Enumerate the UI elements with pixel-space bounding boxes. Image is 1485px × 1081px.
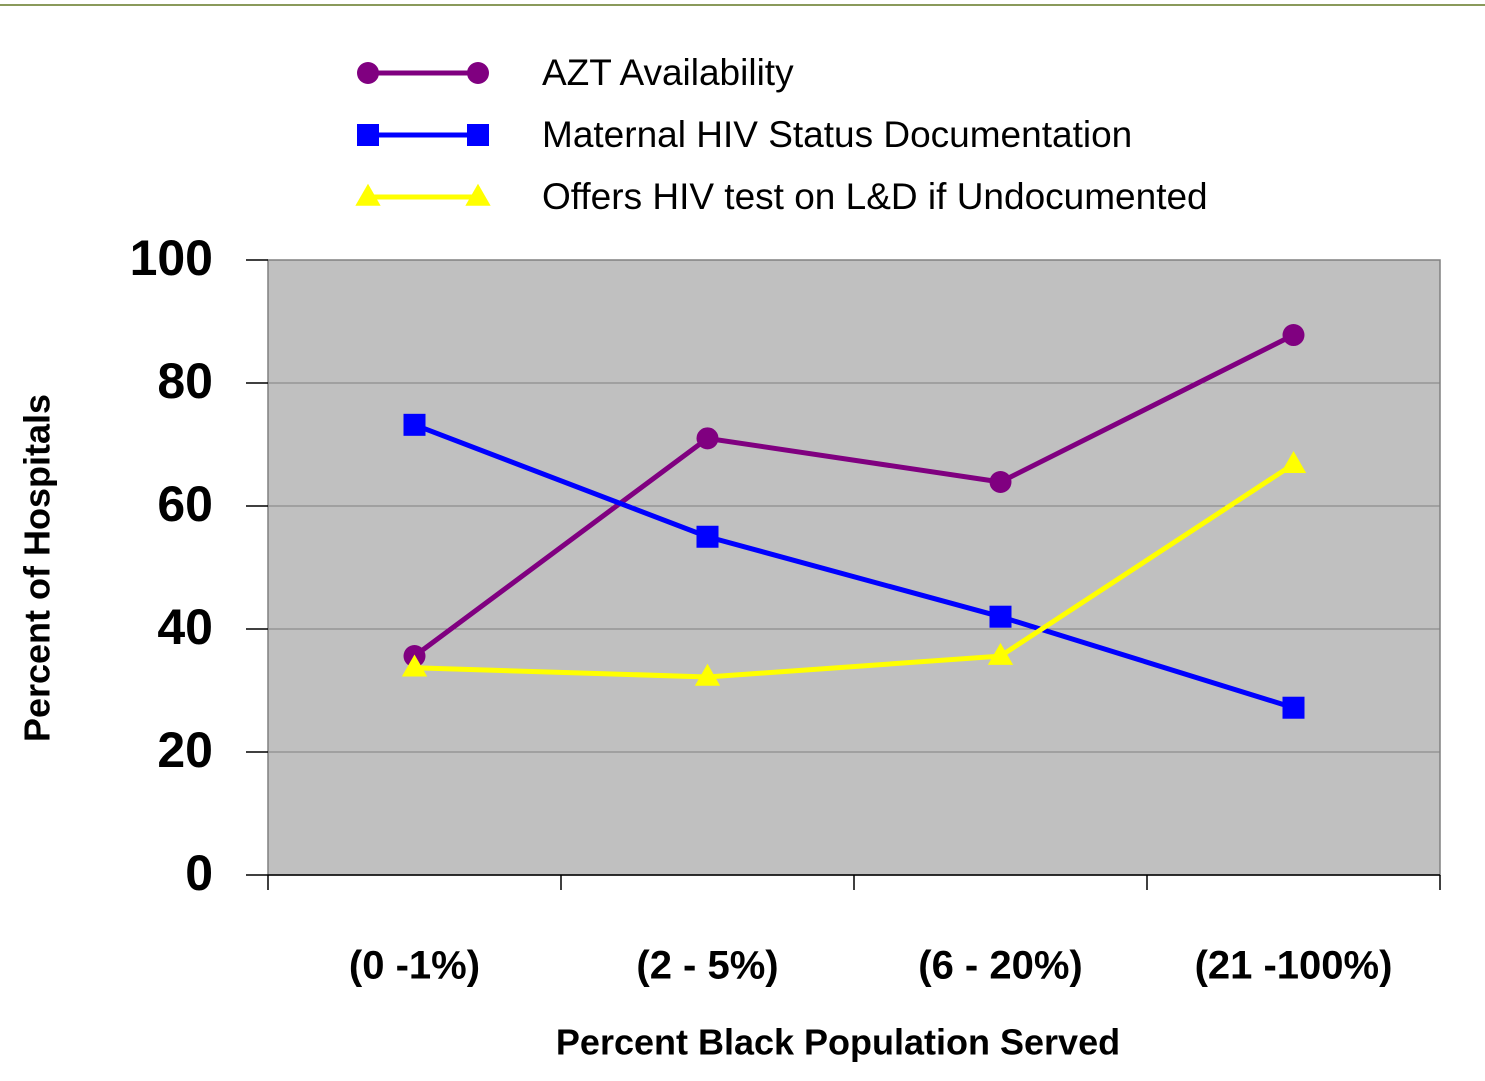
legend-label: Offers HIV test on L&D if Undocumented: [542, 176, 1208, 217]
y-axis-title: Percent of Hospitals: [17, 394, 58, 742]
marker: [403, 413, 426, 436]
series-line: [413, 422, 1295, 711]
legend-marker: [357, 124, 379, 146]
x-axis-title: Percent Black Population Served: [556, 1022, 1120, 1063]
marker: [694, 663, 721, 686]
legend-label: Maternal HIV Status Documentation: [542, 114, 1132, 155]
y-tick-label: 0: [185, 845, 213, 901]
marker: [1280, 450, 1307, 473]
series-line: [414, 462, 1295, 680]
x-tick-label: (21 -100%): [1195, 944, 1393, 988]
legend-marker: [467, 62, 489, 84]
legend-marker: [465, 183, 491, 206]
marker: [1282, 696, 1305, 719]
marker: [401, 654, 428, 677]
y-tick-label: 40: [157, 599, 213, 655]
x-tick-label: (2 - 5%): [636, 944, 778, 988]
marker: [987, 642, 1014, 665]
x-tick-label: (0 -1%): [349, 944, 480, 988]
marker: [696, 427, 719, 450]
y-tick-label: 20: [157, 722, 213, 778]
x-tick-label: (6 - 20%): [918, 944, 1083, 988]
legend-marker: [357, 62, 379, 84]
y-tick-label: 80: [157, 353, 213, 409]
legend-marker: [467, 124, 489, 146]
marker: [989, 605, 1012, 628]
legend-marker: [355, 183, 381, 206]
marker: [989, 471, 1012, 494]
legend-label: AZT Availability: [542, 52, 794, 93]
y-tick-label: 100: [130, 230, 213, 286]
series-line: [413, 332, 1295, 659]
y-tick-label: 60: [157, 476, 213, 532]
marker: [1282, 324, 1305, 347]
marker: [696, 525, 719, 548]
